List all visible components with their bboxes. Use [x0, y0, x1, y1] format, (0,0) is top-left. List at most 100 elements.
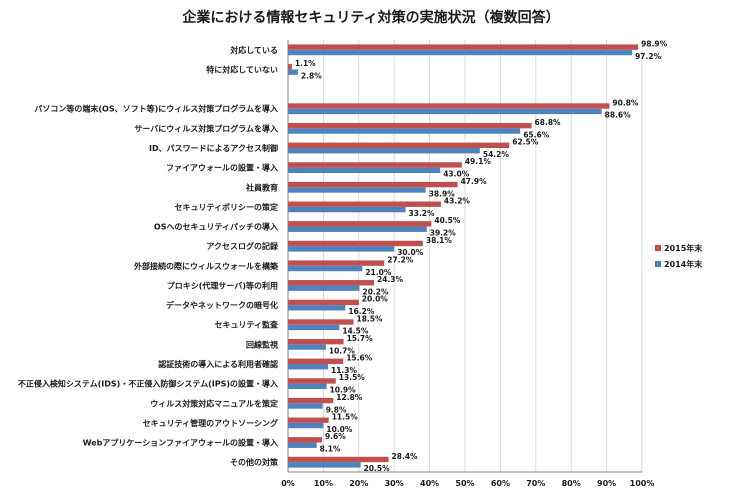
category-label: OSへのセキュリティパッチの導入 [154, 222, 278, 232]
category-label: アクセスログの記録 [206, 241, 279, 251]
x-tick-label: 40% [420, 479, 439, 488]
data-label: 21.0% [365, 268, 392, 277]
x-tick-label: 0% [281, 479, 295, 488]
category-labels: 対応している特に対応していないパソコン等の端末(OS、ソフト等)にウィルス対策プ… [18, 45, 279, 467]
category-label: ID、パスワードによるアクセス制御 [149, 143, 278, 153]
bar [288, 364, 329, 370]
bar [288, 319, 354, 325]
bar [288, 265, 363, 272]
data-label: 39.2% [430, 229, 457, 238]
bar [288, 299, 359, 306]
category-label: サーバにウィルス対策プログラムを導入 [134, 123, 278, 133]
data-label: 15.6% [346, 354, 373, 363]
category-label: セキュリティ管理のアウトソーシング [143, 418, 278, 428]
data-label: 9.8% [326, 405, 347, 414]
bar [288, 108, 602, 115]
bar [288, 148, 480, 154]
x-tick-label: 100% [630, 479, 655, 488]
data-label: 43.0% [443, 170, 470, 179]
x-axis-ticks: 0% 10% 20% 30% 40% 50% 60% 70% 80% 90% 100% [281, 479, 654, 488]
category-label: 不正侵入検知システム(IDS)・不正侵入防御システム(IPS)の設置・導入 [18, 379, 278, 389]
x-tick-label: 10% [314, 479, 333, 488]
category-label: データやネットワークの暗号化 [166, 300, 278, 310]
bar [288, 122, 532, 129]
category-label: 外部接続の際にウィルスウォールを構築 [134, 261, 279, 271]
bar [288, 240, 423, 247]
bar [288, 246, 395, 252]
data-label: 20.5% [364, 464, 391, 473]
legend-swatch [655, 245, 661, 251]
data-label: 38.1% [426, 236, 453, 245]
data-label: 13.5% [339, 373, 366, 382]
category-label: 特に対応していない [206, 64, 278, 74]
category-label: 社員教育 [245, 182, 278, 192]
data-label: 11.5% [332, 413, 359, 422]
category-label: 認証技術の導入による利用者確認 [158, 359, 278, 369]
data-label: 20.2% [363, 287, 390, 296]
bar [288, 305, 346, 311]
bar [288, 344, 326, 350]
category-label: セキュリティポリシーの策定 [174, 202, 278, 212]
bar [288, 128, 521, 134]
category-label: その他の対策 [230, 457, 279, 467]
legend: 2015年末 2014年末 [655, 243, 702, 269]
x-tick-label: 90% [597, 479, 616, 488]
bar [288, 201, 441, 207]
bar [288, 324, 340, 331]
bar [288, 456, 389, 463]
x-tick-label: 30% [385, 479, 404, 488]
data-label: 68.8% [535, 118, 562, 127]
bar [288, 437, 322, 443]
data-label: 15.7% [347, 334, 374, 343]
bar [288, 44, 639, 50]
bar [288, 142, 510, 148]
data-label: 97.2% [635, 52, 662, 61]
category-label: Webアプリケーションファイアウォールの設置・導入 [83, 438, 278, 448]
bar [288, 162, 462, 168]
data-label: 40.5% [434, 216, 461, 225]
bar [288, 422, 324, 429]
data-label: 10.7% [329, 346, 356, 355]
bar [288, 417, 329, 423]
bar [288, 280, 375, 286]
category-label: 対応している [229, 45, 278, 55]
bar [288, 397, 334, 404]
data-label: 2.8% [301, 71, 322, 80]
bars: 98.9% 97.2% 1.1% 2.8% 90.8% 88.6% 68.8% 65.6%62… [288, 39, 668, 473]
bar [288, 187, 426, 193]
data-label: 8.1% [320, 445, 341, 454]
bar [288, 103, 610, 109]
bar [288, 338, 344, 345]
bar [288, 206, 406, 213]
x-tick-label: 20% [349, 479, 368, 488]
data-label: 27.2% [387, 255, 414, 264]
data-label: 54.2% [483, 150, 510, 159]
bar [288, 358, 344, 364]
data-label: 10.0% [326, 425, 353, 434]
bar [288, 69, 298, 75]
chart-title: 企業における情報セキュリティ対策の実施状況（複数回答） [181, 9, 559, 26]
data-label: 33.2% [409, 209, 436, 218]
category-label: プロキシ(代理サーバ)等の利用 [167, 280, 278, 290]
bar [288, 442, 317, 448]
data-label: 1.1% [295, 59, 316, 68]
bar [288, 260, 385, 266]
data-label: 49.1% [465, 157, 492, 166]
category-label: ファイアウォールの設置・導入 [166, 163, 278, 173]
data-label: 14.5% [342, 327, 369, 336]
category-label: 回線監視 [246, 339, 278, 349]
bar [288, 462, 361, 468]
data-label: 9.6% [325, 432, 346, 441]
data-label: 38.9% [429, 189, 456, 198]
data-label: 12.8% [336, 393, 363, 402]
bar [288, 403, 323, 409]
legend-label: 2014年末 [664, 259, 702, 269]
data-label: 20.0% [362, 295, 389, 304]
bar [288, 49, 633, 56]
x-tick-label: 50% [455, 479, 474, 488]
bar [288, 167, 441, 174]
data-label: 30.0% [397, 248, 424, 257]
bar [288, 378, 336, 384]
data-label: 18.5% [356, 314, 383, 323]
